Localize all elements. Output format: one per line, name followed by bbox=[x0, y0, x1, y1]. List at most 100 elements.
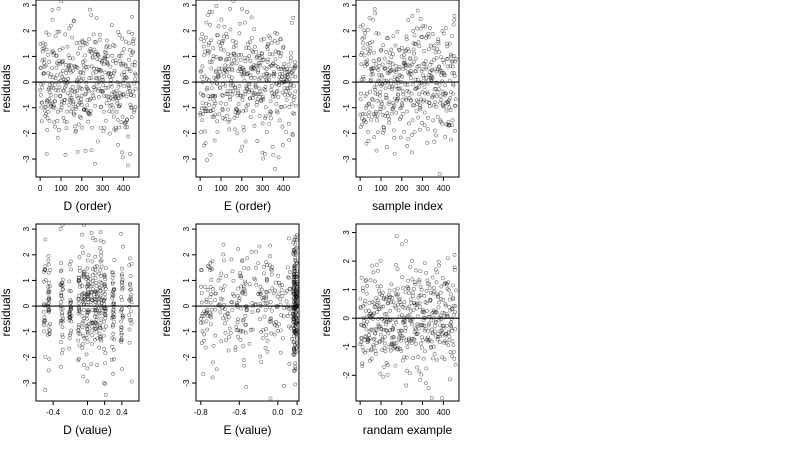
data-point bbox=[130, 15, 134, 19]
data-point bbox=[286, 72, 291, 77]
plot-frame bbox=[355, 0, 460, 178]
data-point bbox=[107, 70, 112, 75]
data-point bbox=[92, 327, 97, 331]
data-point bbox=[277, 118, 282, 123]
data-point bbox=[99, 250, 103, 255]
data-point bbox=[121, 47, 126, 52]
data-point bbox=[448, 322, 453, 327]
data-point bbox=[217, 303, 222, 308]
data-point bbox=[273, 166, 277, 171]
data-point bbox=[453, 128, 457, 133]
data-point bbox=[264, 327, 269, 332]
data-point bbox=[412, 337, 417, 342]
data-point bbox=[290, 93, 294, 98]
data-point bbox=[287, 324, 291, 329]
data-point bbox=[272, 71, 277, 76]
data-point bbox=[286, 236, 291, 241]
data-point bbox=[39, 65, 43, 70]
data-point bbox=[42, 329, 47, 334]
data-point bbox=[397, 335, 402, 340]
data-point bbox=[230, 307, 235, 312]
data-point bbox=[119, 332, 124, 337]
data-point bbox=[98, 321, 103, 325]
data-point bbox=[67, 312, 72, 316]
data-point bbox=[421, 76, 426, 80]
data-point bbox=[262, 57, 266, 62]
data-point bbox=[276, 95, 281, 99]
data-point bbox=[374, 62, 378, 67]
data-point bbox=[228, 97, 233, 102]
data-point bbox=[442, 357, 447, 362]
data-point bbox=[392, 345, 397, 350]
data-point bbox=[212, 99, 217, 104]
data-point bbox=[387, 117, 391, 121]
data-point bbox=[292, 330, 297, 335]
data-point bbox=[84, 323, 89, 328]
data-point bbox=[411, 294, 415, 298]
data-point bbox=[288, 311, 292, 316]
data-point bbox=[435, 337, 440, 342]
data-point bbox=[82, 53, 87, 58]
data-point bbox=[112, 320, 116, 324]
x-tick-label: 300 bbox=[256, 184, 270, 193]
data-point bbox=[359, 340, 364, 345]
data-point bbox=[411, 337, 416, 341]
data-point bbox=[424, 270, 428, 275]
data-point bbox=[117, 33, 122, 38]
data-point bbox=[127, 41, 132, 46]
data-point bbox=[378, 90, 383, 94]
data-point bbox=[67, 63, 72, 68]
data-point bbox=[46, 262, 51, 267]
data-point bbox=[382, 319, 387, 323]
data-point bbox=[40, 49, 45, 54]
data-point bbox=[227, 57, 232, 61]
data-point bbox=[47, 284, 52, 289]
data-point bbox=[275, 89, 280, 94]
data-point bbox=[262, 295, 267, 300]
x-tick-label: 300 bbox=[416, 184, 430, 193]
data-point bbox=[90, 342, 94, 346]
y-tick-label: 3 bbox=[22, 226, 31, 231]
data-point bbox=[129, 115, 134, 120]
data-point bbox=[125, 125, 130, 130]
data-point bbox=[292, 269, 297, 274]
data-point bbox=[101, 129, 106, 134]
data-point bbox=[47, 307, 52, 312]
data-point bbox=[374, 82, 379, 87]
data-point bbox=[453, 104, 458, 108]
data-point bbox=[203, 49, 208, 54]
data-point bbox=[53, 76, 58, 81]
data-point bbox=[269, 110, 274, 115]
data-point bbox=[42, 318, 46, 323]
data-point bbox=[45, 332, 50, 337]
data-point bbox=[425, 281, 430, 286]
data-point bbox=[90, 267, 95, 272]
data-point bbox=[119, 331, 124, 336]
data-point bbox=[275, 294, 280, 299]
data-point bbox=[404, 368, 409, 373]
data-point bbox=[396, 308, 401, 313]
data-point bbox=[392, 335, 396, 339]
data-point bbox=[103, 312, 107, 317]
data-point bbox=[268, 109, 273, 114]
data-point bbox=[431, 46, 436, 50]
data-point bbox=[67, 103, 71, 108]
data-point bbox=[366, 129, 371, 134]
data-point bbox=[400, 74, 405, 79]
data-point bbox=[442, 93, 447, 98]
data-point bbox=[239, 328, 243, 333]
data-point bbox=[247, 90, 251, 94]
data-point bbox=[410, 322, 415, 327]
data-point bbox=[446, 329, 451, 334]
data-point bbox=[129, 379, 134, 384]
data-point bbox=[266, 57, 271, 62]
data-point bbox=[67, 279, 72, 284]
data-point bbox=[86, 308, 90, 312]
data-point bbox=[445, 64, 450, 69]
data-point bbox=[391, 105, 396, 110]
data-point bbox=[55, 135, 60, 140]
data-point bbox=[127, 67, 132, 72]
data-point bbox=[408, 57, 413, 61]
data-point bbox=[123, 62, 128, 67]
data-point bbox=[208, 300, 213, 305]
